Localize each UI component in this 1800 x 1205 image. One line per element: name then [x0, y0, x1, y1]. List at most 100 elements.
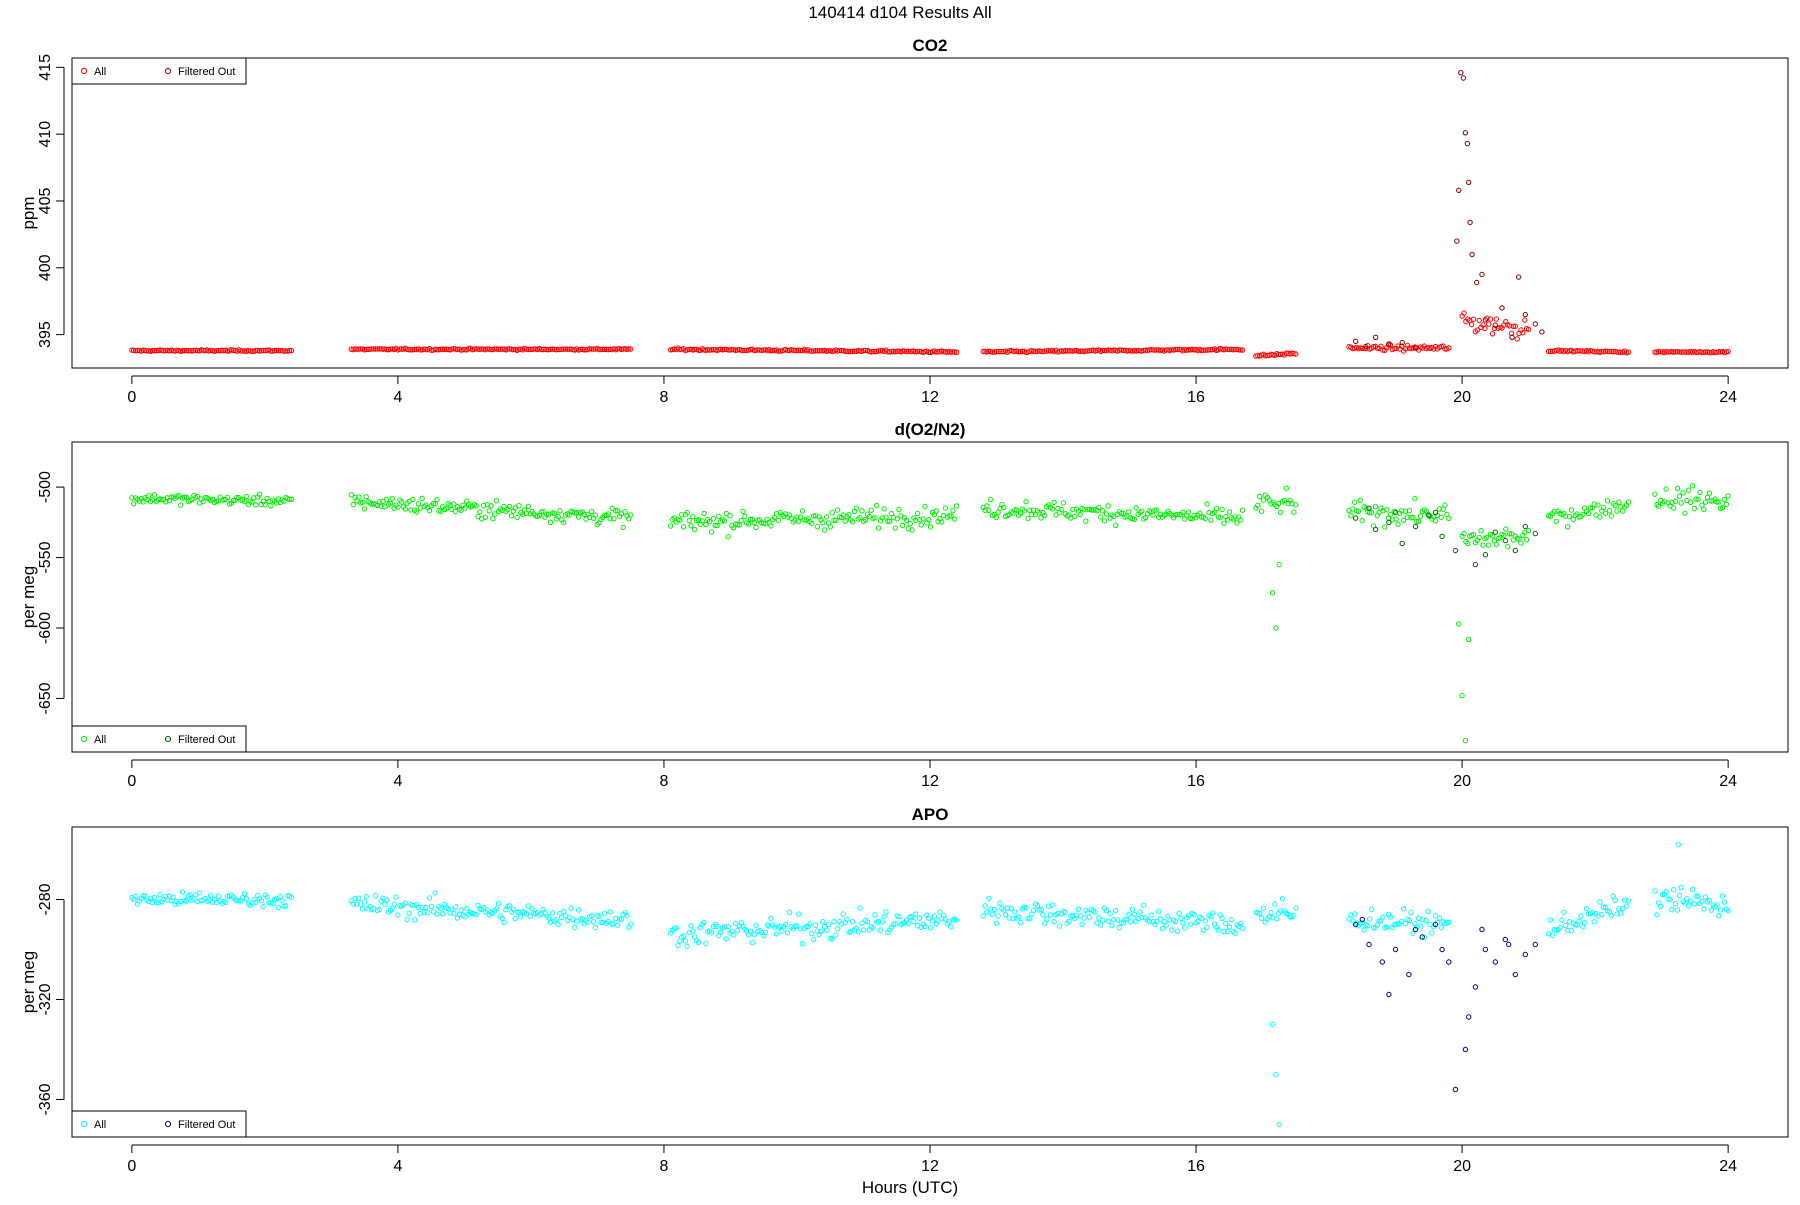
data-point-all	[831, 919, 837, 925]
data-point-all	[1219, 915, 1225, 921]
data-point-all	[153, 347, 160, 354]
data-point-all	[266, 900, 272, 906]
data-point-all	[198, 347, 205, 353]
data-point-all	[1547, 917, 1554, 923]
data-point-all	[1370, 924, 1377, 931]
data-point-all	[1506, 531, 1513, 537]
data-point-all	[823, 927, 830, 933]
data-point-all	[181, 494, 188, 500]
data-point-filtered	[1386, 991, 1392, 998]
data-point-all	[421, 346, 427, 352]
data-point-all	[1260, 905, 1267, 911]
legend-label: Filtered Out	[178, 1119, 235, 1131]
data-point-all	[238, 348, 244, 354]
data-point-all	[1702, 499, 1709, 505]
data-point-all	[1557, 924, 1563, 931]
data-point-all	[751, 347, 757, 354]
data-point-all	[561, 519, 567, 526]
data-point-all	[1400, 517, 1407, 523]
data-point-all	[872, 348, 878, 355]
data-point-all	[1277, 509, 1284, 515]
data-point-all	[1105, 503, 1111, 509]
data-point-all	[253, 899, 259, 906]
data-point-all	[1180, 920, 1186, 926]
data-point-all	[1691, 505, 1698, 512]
data-point-all	[1417, 923, 1424, 929]
data-point-filtered	[1392, 509, 1399, 516]
data-point-all	[794, 514, 800, 520]
data-point-all	[799, 508, 806, 514]
data-point-filtered	[1446, 959, 1452, 965]
data-point-all	[434, 497, 440, 503]
data-point-all	[1686, 487, 1692, 493]
data-point-all	[1663, 486, 1669, 492]
data-point-all	[1503, 526, 1509, 532]
data-point-all	[989, 911, 996, 918]
data-point-all	[1520, 330, 1526, 336]
data-point-all	[479, 346, 485, 352]
data-point-all	[628, 512, 634, 518]
data-point-all	[721, 924, 728, 930]
data-point-all	[999, 348, 1005, 355]
data-point-all	[1597, 899, 1603, 905]
data-point-all	[601, 346, 608, 353]
data-point-all	[1169, 927, 1175, 933]
data-point-all	[1276, 351, 1282, 358]
data-point-all	[1049, 506, 1056, 512]
data-point-all	[1070, 506, 1076, 513]
data-point-all	[872, 515, 878, 521]
data-point-all	[896, 914, 902, 920]
data-point-all	[590, 346, 597, 352]
data-point-all	[1382, 524, 1388, 530]
data-point-all	[512, 505, 518, 511]
data-point-all	[1480, 542, 1486, 548]
data-point-all	[1204, 347, 1210, 353]
data-point-all	[857, 905, 863, 911]
data-point-all	[997, 900, 1003, 906]
data-point-all	[518, 913, 524, 920]
data-point-all	[609, 505, 615, 511]
data-point-all	[1399, 918, 1405, 924]
data-point-all	[1675, 841, 1682, 848]
data-point-all	[807, 921, 813, 927]
data-point-all	[1524, 537, 1530, 543]
data-point-all	[572, 510, 578, 516]
data-point-all	[1260, 497, 1267, 503]
data-point-all	[731, 932, 737, 938]
x-tick-label: 8	[660, 389, 669, 406]
data-point-all	[1604, 348, 1611, 355]
data-point-all	[1034, 902, 1041, 909]
data-point-all	[432, 890, 438, 896]
data-point-all	[1508, 531, 1515, 537]
data-point-all	[408, 507, 414, 513]
data-point-all	[1182, 925, 1188, 931]
data-point-all	[410, 902, 416, 908]
data-point-all	[1269, 1021, 1276, 1028]
data-point-all	[179, 348, 186, 354]
data-point-all	[1672, 900, 1679, 907]
data-point-all	[1098, 514, 1104, 520]
data-point-filtered	[1492, 529, 1499, 535]
data-point-all	[1522, 317, 1528, 323]
data-point-all	[572, 924, 578, 931]
data-point-all	[1092, 909, 1098, 915]
data-point-all	[628, 921, 634, 927]
data-point-filtered	[1353, 338, 1359, 344]
data-point-all	[823, 514, 830, 520]
data-point-all	[609, 921, 615, 927]
data-point-all	[846, 512, 852, 518]
data-point-all	[825, 348, 832, 354]
data-point-all	[523, 911, 530, 917]
data-point-all	[363, 346, 369, 353]
data-point-all	[215, 347, 221, 354]
data-point-filtered	[1539, 329, 1545, 335]
data-point-all	[1131, 911, 1138, 917]
data-point-all	[820, 919, 826, 925]
data-point-all	[404, 916, 410, 923]
data-point-all	[1225, 517, 1231, 523]
data-point-all	[1030, 507, 1037, 513]
data-point-all	[810, 513, 817, 519]
data-point-all	[914, 348, 921, 355]
data-point-all	[183, 898, 190, 904]
data-point-all	[1423, 917, 1429, 923]
